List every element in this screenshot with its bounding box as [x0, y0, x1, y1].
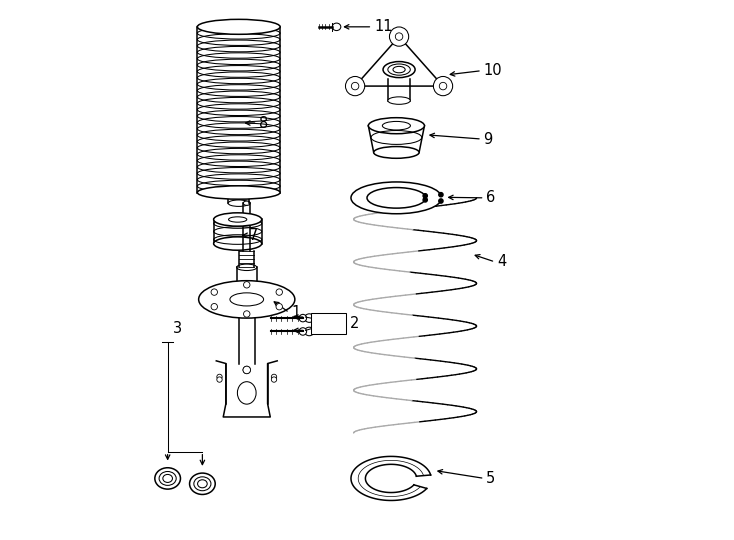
Ellipse shape [214, 213, 262, 226]
Text: 10: 10 [484, 63, 502, 78]
Ellipse shape [351, 182, 442, 214]
Ellipse shape [388, 64, 410, 75]
Ellipse shape [194, 477, 211, 491]
Ellipse shape [299, 328, 307, 335]
Ellipse shape [333, 23, 341, 31]
Ellipse shape [197, 19, 280, 35]
Ellipse shape [374, 146, 419, 158]
Circle shape [439, 82, 447, 90]
Ellipse shape [163, 475, 172, 482]
Ellipse shape [214, 237, 262, 250]
Ellipse shape [159, 471, 176, 485]
Polygon shape [355, 37, 443, 86]
Circle shape [272, 377, 277, 382]
Text: 8: 8 [259, 116, 269, 131]
Circle shape [352, 82, 359, 90]
Circle shape [217, 374, 222, 380]
Text: 1: 1 [291, 305, 300, 320]
Ellipse shape [382, 122, 410, 130]
Text: 6: 6 [486, 190, 495, 205]
Ellipse shape [305, 314, 314, 322]
Ellipse shape [368, 118, 424, 134]
Ellipse shape [305, 327, 314, 336]
Text: 4: 4 [497, 254, 506, 269]
Circle shape [433, 77, 453, 96]
Circle shape [243, 366, 250, 374]
Ellipse shape [236, 264, 257, 271]
Ellipse shape [393, 66, 405, 73]
Ellipse shape [237, 382, 256, 404]
Circle shape [423, 198, 427, 202]
Ellipse shape [155, 468, 181, 489]
Ellipse shape [197, 480, 207, 488]
Text: 2: 2 [350, 316, 359, 331]
Circle shape [244, 281, 250, 288]
Circle shape [217, 377, 222, 382]
Circle shape [439, 199, 443, 203]
Ellipse shape [230, 293, 264, 306]
Ellipse shape [299, 314, 307, 322]
Circle shape [244, 311, 250, 317]
Circle shape [272, 374, 277, 380]
Text: 11: 11 [374, 19, 393, 35]
Ellipse shape [243, 201, 250, 205]
Ellipse shape [189, 473, 215, 495]
Ellipse shape [236, 294, 257, 300]
Bar [311, 313, 346, 334]
Circle shape [439, 193, 443, 197]
Ellipse shape [228, 200, 250, 206]
Circle shape [396, 33, 403, 40]
Text: 3: 3 [173, 321, 182, 336]
Circle shape [211, 289, 217, 295]
Circle shape [276, 289, 283, 295]
Ellipse shape [197, 186, 280, 199]
Ellipse shape [199, 281, 295, 318]
Circle shape [243, 366, 250, 374]
Circle shape [390, 27, 409, 46]
Circle shape [276, 303, 283, 310]
Circle shape [423, 194, 427, 198]
Text: 7: 7 [248, 228, 258, 243]
Circle shape [346, 77, 365, 96]
Ellipse shape [383, 62, 415, 78]
Circle shape [211, 303, 217, 310]
Ellipse shape [388, 97, 410, 104]
Text: 5: 5 [486, 471, 495, 486]
Ellipse shape [367, 187, 426, 208]
Ellipse shape [228, 217, 247, 222]
Text: 9: 9 [484, 132, 493, 146]
